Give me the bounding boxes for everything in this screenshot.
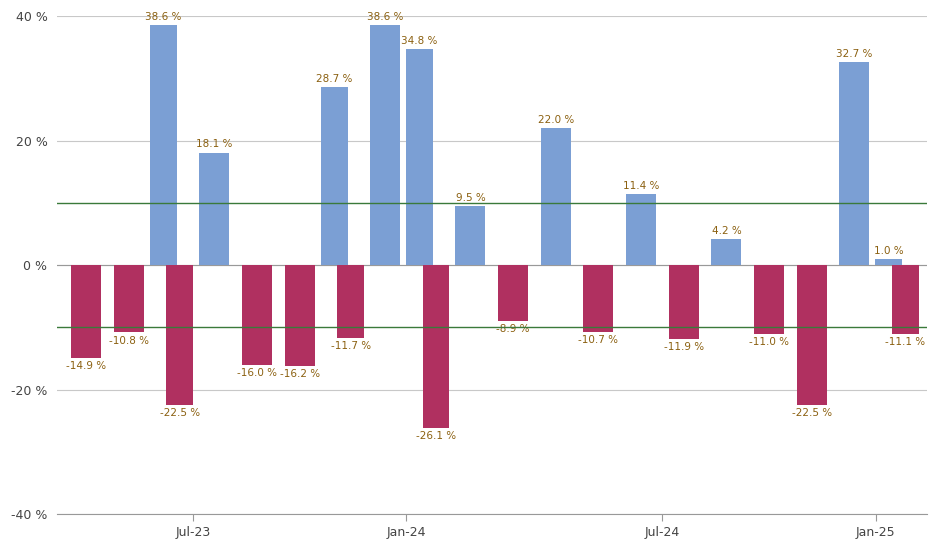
Text: -14.9 %: -14.9 %	[67, 361, 106, 371]
Text: -11.9 %: -11.9 %	[664, 342, 704, 353]
Bar	[370, 25, 400, 265]
Text: -10.7 %: -10.7 %	[578, 335, 619, 345]
Text: 22.0 %: 22.0 %	[538, 116, 573, 125]
Text: -26.1 %: -26.1 %	[415, 431, 456, 441]
Text: -16.2 %: -16.2 %	[280, 369, 320, 379]
Bar	[584, 265, 613, 332]
Bar	[71, 265, 102, 358]
Bar	[797, 265, 826, 405]
Bar	[337, 265, 364, 338]
Text: -16.0 %: -16.0 %	[237, 368, 277, 378]
Bar	[754, 265, 784, 334]
Text: -10.8 %: -10.8 %	[109, 336, 149, 345]
Bar	[199, 152, 229, 265]
Text: 38.6 %: 38.6 %	[146, 12, 181, 22]
Bar	[114, 265, 144, 332]
Bar	[243, 265, 272, 365]
Text: 1.0 %: 1.0 %	[874, 246, 903, 256]
Bar	[285, 265, 315, 366]
Text: 4.2 %: 4.2 %	[712, 226, 742, 236]
Text: -8.9 %: -8.9 %	[496, 324, 530, 334]
Bar	[321, 87, 348, 265]
Bar	[150, 25, 177, 265]
Bar	[422, 265, 449, 427]
Bar	[626, 194, 656, 265]
Bar	[839, 62, 870, 265]
Text: 11.4 %: 11.4 %	[623, 181, 659, 191]
Bar	[712, 239, 742, 265]
Text: -22.5 %: -22.5 %	[791, 408, 832, 419]
Bar	[540, 128, 571, 265]
Bar	[166, 265, 194, 405]
Bar	[875, 259, 902, 265]
Text: 34.8 %: 34.8 %	[401, 36, 438, 46]
Text: -11.7 %: -11.7 %	[331, 341, 370, 351]
Text: -22.5 %: -22.5 %	[160, 408, 200, 419]
Bar	[668, 265, 698, 339]
Text: -11.1 %: -11.1 %	[885, 337, 925, 348]
Text: 28.7 %: 28.7 %	[316, 74, 352, 84]
Bar	[892, 265, 918, 334]
Bar	[406, 49, 433, 265]
Text: -11.0 %: -11.0 %	[749, 337, 789, 346]
Text: 38.6 %: 38.6 %	[367, 12, 403, 22]
Bar	[498, 265, 528, 321]
Bar	[456, 206, 485, 265]
Text: 32.7 %: 32.7 %	[837, 48, 872, 59]
Text: 18.1 %: 18.1 %	[196, 140, 232, 150]
Text: 9.5 %: 9.5 %	[456, 193, 485, 203]
